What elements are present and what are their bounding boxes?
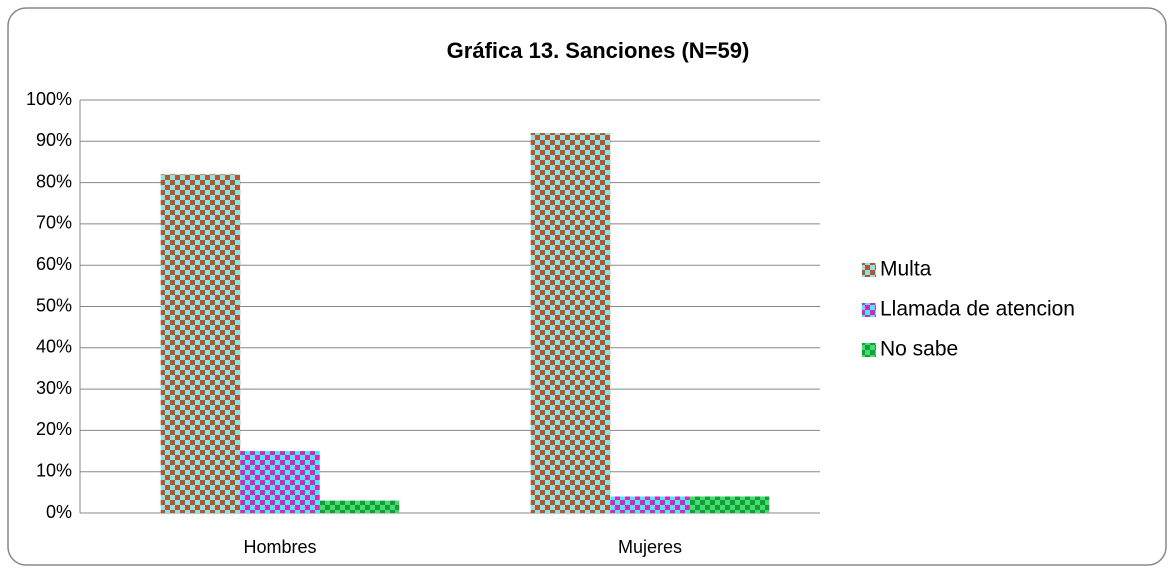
y-tick-label: 10%: [36, 460, 72, 480]
y-tick-label: 80%: [36, 171, 72, 191]
y-tick-label: 90%: [36, 130, 72, 150]
bar: [160, 174, 241, 513]
x-tick-label: Mujeres: [618, 537, 682, 557]
bar: [530, 133, 611, 514]
y-tick-label: 50%: [36, 295, 72, 315]
x-tick-label: Hombres: [243, 537, 316, 557]
bar: [610, 496, 690, 513]
y-tick-label: 60%: [36, 254, 72, 274]
y-tick-label: 30%: [36, 378, 72, 398]
legend-label: No sabe: [880, 338, 958, 361]
y-tick-label: 100%: [26, 89, 72, 109]
y-tick-label: 40%: [36, 337, 72, 357]
y-tick-label: 20%: [36, 419, 72, 439]
legend-label: Multa: [880, 258, 932, 281]
legend-label: Llamada de atencion: [880, 298, 1075, 321]
y-tick-label: 70%: [36, 213, 72, 233]
bar: [689, 496, 770, 513]
bar: [240, 451, 320, 513]
chart-title: Gráfica 13. Sanciones (N=59): [447, 38, 750, 63]
legend-swatch: [862, 343, 876, 357]
bar: [319, 500, 400, 513]
y-tick-label: 0%: [46, 502, 72, 522]
legend-swatch: [862, 303, 876, 317]
legend-swatch: [862, 263, 876, 277]
